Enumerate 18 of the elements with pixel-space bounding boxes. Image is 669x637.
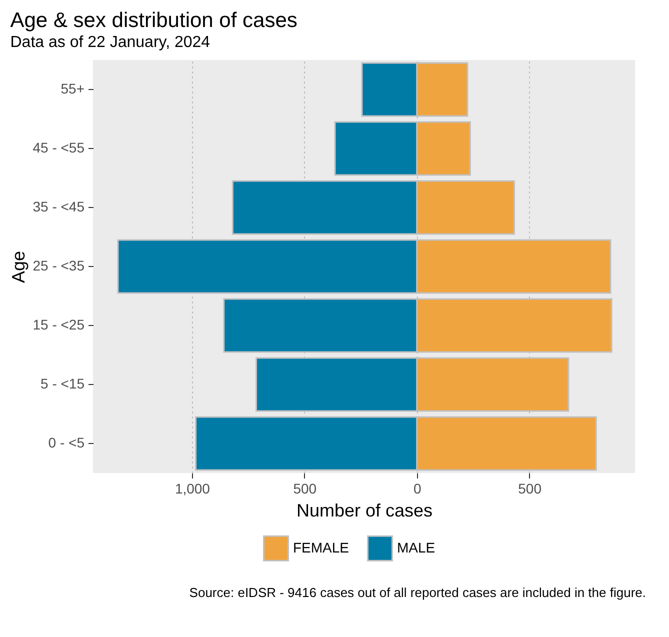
legend-label: FEMALE xyxy=(293,539,350,556)
x-tick-label: 500 xyxy=(518,480,542,496)
x-tick-label: 500 xyxy=(293,480,317,496)
x-axis-title: Number of cases xyxy=(296,500,433,520)
source-note: Source: eIDSR - 9416 cases out of all reported cases are included in the figure. xyxy=(189,585,646,600)
y-tick-label: 45 - <55 xyxy=(32,140,85,156)
y-tick-label: 5 - <15 xyxy=(40,376,85,392)
y-axis-title: Age xyxy=(8,250,29,284)
y-tick-label: 35 - <45 xyxy=(32,198,85,214)
y-tick-label: 15 - <25 xyxy=(32,316,85,332)
chart-subtitle: Data as of 22 January, 2024 xyxy=(10,34,210,51)
y-tick-label: 25 - <35 xyxy=(32,258,85,274)
y-tick-label: 0 - <5 xyxy=(48,434,85,450)
x-tick-label: 1,000 xyxy=(174,480,210,496)
chart-title: Age & sex distribution of cases xyxy=(10,9,298,32)
x-tick-label: 0 xyxy=(413,480,422,496)
legend-label: MALE xyxy=(397,539,436,556)
y-tick-label: 55+ xyxy=(60,80,84,96)
